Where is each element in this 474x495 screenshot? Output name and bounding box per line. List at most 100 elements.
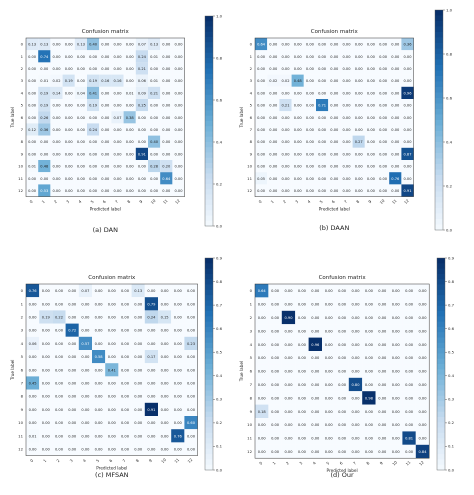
colorbar-segment [205,89,213,96]
heatmap-cell [26,62,39,75]
cell-value-label: 0.00 [174,67,183,71]
colorbar-segment [205,205,213,211]
cell-value-label: 0.00 [392,423,401,427]
cell-value-label: 0.00 [379,128,388,132]
cell-value-label: 0.00 [101,91,110,95]
cell-value-label: 0.00 [95,421,104,425]
cell-value-label: 0.00 [174,382,183,386]
colorbar-segment [435,26,443,33]
cell-value-label: 0.00 [306,189,315,193]
cell-value-label: 0.00 [65,128,74,132]
cell-value-label: 0.02 [269,79,277,83]
cell-value-label: 0.00 [77,128,86,132]
heatmap-cell [362,444,376,459]
heatmap-cell [131,297,145,311]
cell-value-label: 0.00 [55,395,64,399]
colorbar-segment [205,353,213,360]
cell-value-label: 0.00 [391,91,400,95]
heatmap-cell [267,62,280,75]
heatmap-cell [281,431,296,445]
heatmap-cell [375,418,389,432]
cell-value-label: 0.00 [161,434,170,438]
cell-value-label: 0.00 [342,55,351,59]
heatmap-cell [105,389,119,403]
cell-value-label: 0.00 [68,382,77,386]
cell-value-label: 0.24 [147,316,156,320]
colorbar-segment [205,448,213,455]
colorbar-segment [205,374,213,381]
cell-value-label: 0.00 [95,434,104,438]
y-tick-label: 6 [250,115,253,120]
heatmap-cell [158,376,172,390]
colorbar-segment [437,353,445,360]
cell-value-label: 0.00 [28,189,37,193]
heatmap-cell [303,135,316,148]
cell-value-label: 0.00 [342,67,351,71]
cell-value-label: 0.76 [29,289,38,293]
heatmap-cell [352,111,365,124]
cell-value-label: 0.00 [134,395,143,399]
cell-value-label: 0.00 [392,370,401,374]
heatmap-cell [401,184,414,197]
cell-value-label: 0.00 [367,128,376,132]
heatmap-cell [26,50,39,63]
cell-value-label: 0.00 [162,43,171,47]
y-tick-label: 5 [250,103,253,108]
colorbar-segment [435,92,443,99]
heatmap-cell [255,135,268,148]
heatmap-cell [377,184,390,197]
heatmap-cell [171,297,185,311]
heatmap-cell [38,99,51,112]
cell-value-label: 0.00 [29,329,38,333]
colorbar-segment [205,432,213,439]
cell-value-label: 0.00 [134,355,143,359]
heatmap-cell [148,160,161,173]
heatmap-cell [123,135,136,148]
heatmap-cell [415,351,430,365]
heatmap-cell [389,99,402,112]
colorbar-segment [205,47,213,54]
heatmap-cell [144,297,158,311]
cell-value-label: 0.13 [77,43,85,47]
cell-value-label: 0.00 [294,104,303,108]
colorbar-segment [435,65,443,71]
colorbar-segment [205,73,213,80]
cell-value-label: 0.00 [271,356,280,360]
cell-value-label: 0.00 [306,116,315,120]
cell-value-label: 0.23 [187,342,195,346]
heatmap-cell [281,444,296,459]
cell-value-label: 0.00 [405,356,414,360]
cell-value-label: 0.01 [29,434,37,438]
heatmap-cell [352,38,365,51]
cell-value-label: 0.00 [147,342,156,346]
heatmap-cell [291,135,304,148]
heatmap-cell [322,404,336,418]
heatmap-cell [158,284,172,298]
heatmap-cell [322,324,336,338]
heatmap-cell [172,147,185,160]
cell-value-label: 0.15 [161,316,169,320]
cell-value-label: 0.00 [174,104,183,108]
cell-value-label: 0.00 [29,302,38,306]
cell-value-label: 0.00 [162,152,171,156]
cell-value-label: 0.00 [405,383,414,387]
y-tick-label: 4 [21,90,24,95]
cell-value-label: 0.00 [391,104,400,108]
heatmap-cell [340,160,353,173]
heatmap-cell [340,111,353,124]
cell-value-label: 0.00 [113,140,122,144]
cell-value-label: 0.00 [161,395,170,399]
cell-value-label: 0.00 [81,329,90,333]
heatmap-cell [123,172,136,185]
y-tick-label: 9 [21,151,24,156]
colorbar-segment [205,258,213,264]
cell-value-label: 0.00 [257,128,266,132]
heatmap-cell [402,337,416,351]
heatmap-cell [255,337,269,351]
y-tick-label: 8 [250,395,253,400]
heatmap-cell [123,62,136,75]
cell-value-label: 0.00 [294,177,303,181]
cell-value-label: 0.00 [269,104,278,108]
heatmap-cell [87,123,100,136]
cell-value-label: 0.00 [108,448,117,452]
